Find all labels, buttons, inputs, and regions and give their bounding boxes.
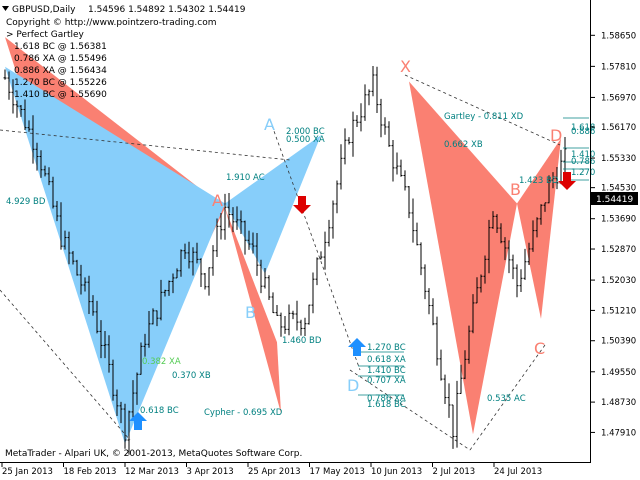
time-tick-label: 3 Apr 2013 [187, 467, 234, 477]
harmonic-patterns [5, 37, 561, 444]
price-tick-label: 1.51210 [601, 306, 636, 316]
fib-ratio-label: 0.618 XA [367, 355, 406, 365]
current-price-box [591, 192, 638, 205]
symbol-label: GBPUSD,Daily [12, 5, 76, 15]
fib-ratio-label: 2.000 BC [286, 127, 325, 137]
pattern-xab-triangle [409, 81, 517, 435]
fib-ratio-label: Gartley - 0.811 XD [444, 112, 524, 122]
pattern-point-label: B [510, 180, 521, 199]
price-tick-label: 1.55330 [601, 154, 636, 164]
current-price-label: 1.54419 [596, 195, 633, 205]
time-axis: 25 Jan 2013 18 Feb 2013 12 Mar 2013 3 Apr 2… [1, 462, 542, 477]
price-tick-label: 1.49550 [601, 368, 636, 378]
footer-label: MetaTrader - Alpari UK, © 2001-2013, Met… [5, 449, 302, 459]
price-tick-label: 1.57810 [601, 62, 636, 72]
price-axis: 1.58650 1.57810 1.56970 1.56170 1.55330 1.545… [591, 31, 636, 438]
price-tick-label: 1.52030 [601, 276, 636, 286]
fib-ratio-label: 0.662 XB [444, 140, 483, 150]
fib-ratio-label: 1.618 [571, 123, 595, 133]
pattern-bcd-triangle [517, 138, 561, 319]
sell-arrow-icon [293, 196, 311, 214]
zigzag-dashed-line [404, 74, 561, 146]
fib-ratio-label: 0.707 XA [367, 376, 406, 386]
zigzag-dashed-line [269, 119, 361, 371]
price-tick-label: 1.52870 [601, 245, 636, 255]
pattern-bcd-triangle [225, 207, 281, 414]
pattern-name: > Perfect Gartley [6, 30, 85, 40]
price-tick-label: 1.53690 [601, 215, 636, 225]
fib-ratio-label: 0.535 AC [487, 394, 526, 404]
level-line: 0.786 XA @ 1.55496 [14, 54, 107, 64]
price-tick-label: 1.48730 [601, 398, 636, 408]
level-line: 1.618 BC @ 1.56381 [14, 42, 107, 52]
pattern-point-labels: X A B C D A B D [212, 57, 562, 395]
sell-arrow-icon [558, 172, 576, 190]
signal-arrows [129, 172, 576, 430]
pattern-point-label: C [534, 339, 545, 358]
buy-arrow-icon [129, 412, 147, 430]
fib-ratio-label: 1.410 BC [367, 366, 406, 376]
fib-ratio-label: 1.270 [571, 168, 595, 178]
fib-ratio-label: 0.382 XA [142, 357, 181, 367]
time-tick-label: 10 Jun 2013 [371, 467, 422, 477]
fib-ratio-label: 0.886 [571, 127, 595, 137]
collapse-triangle-icon[interactable] [2, 6, 9, 11]
level-line: 0.886 XA @ 1.56434 [14, 66, 107, 76]
pattern-xab-triangle [5, 66, 225, 444]
pattern-point-label: A [212, 191, 223, 210]
fib-ratio-label: 1.423 BD [519, 176, 559, 186]
fib-ratio-label: 0.618 BC [140, 406, 179, 416]
buy-arrow-icon [348, 338, 366, 356]
fib-ratio-label: 1.910 AC [226, 173, 265, 183]
time-tick-label: 12 Mar 2013 [125, 467, 179, 477]
fib-ratio-label: 1.618 BC [367, 400, 406, 410]
time-tick-label: 25 Apr 2013 [248, 467, 301, 477]
copyright-label: Copyright © http://www.pointzero-trading… [6, 18, 216, 28]
fib-ratio-label: Cypher - 0.695 XD [204, 408, 283, 418]
fib-ratio-label: 1.270 BC [367, 343, 406, 353]
time-tick-label: 25 Jan 2013 [2, 467, 53, 477]
pattern-point-label: D [347, 376, 359, 395]
fib-ratio-label: 1.460 BD [282, 336, 322, 346]
zigzag-lines [0, 74, 561, 451]
time-tick-label: 17 May 2013 [310, 467, 365, 477]
fib-ratio-label: 1.410 [571, 150, 595, 160]
fib-ratio-label: 0.370 XB [172, 371, 211, 381]
ohlc-label: 1.54596 1.54892 1.54302 1.54419 [88, 5, 246, 15]
pattern-point-label: D [550, 126, 562, 145]
candles [3, 65, 567, 455]
fib-ratio-label: 4.929 BD [6, 197, 46, 207]
level-line: 1.410 BC @ 1.55690 [14, 90, 107, 100]
time-tick-label: 18 Feb 2013 [64, 467, 117, 477]
fib-labels: 4.929 BD 1.910 AC 2.000 BC0.500 XA 0.370 XB… [6, 112, 595, 418]
price-tick-label: 1.54530 [601, 184, 636, 194]
fib-ratio-label: 0.500 XA [286, 135, 325, 145]
zigzag-dashed-line [0, 129, 291, 161]
fib-ratio-label: 0.786 XA [367, 394, 406, 404]
price-tick-label: 1.56170 [601, 123, 636, 133]
pattern-point-label: B [245, 303, 256, 322]
pattern-point-label: A [264, 115, 275, 134]
time-tick-label: 24 Jul 2013 [494, 467, 542, 477]
pattern-point-label: X [400, 57, 411, 76]
price-tick-label: 1.56970 [601, 93, 636, 103]
price-tick-label: 1.50390 [601, 337, 636, 347]
price-tick-label: 1.58650 [601, 31, 636, 41]
price-tick-label: 1.47910 [601, 428, 636, 438]
zigzag-dashed-line [349, 369, 471, 451]
level-line: 1.270 BC @ 1.55226 [14, 78, 107, 88]
time-tick-label: 2 Jul 2013 [433, 467, 476, 477]
